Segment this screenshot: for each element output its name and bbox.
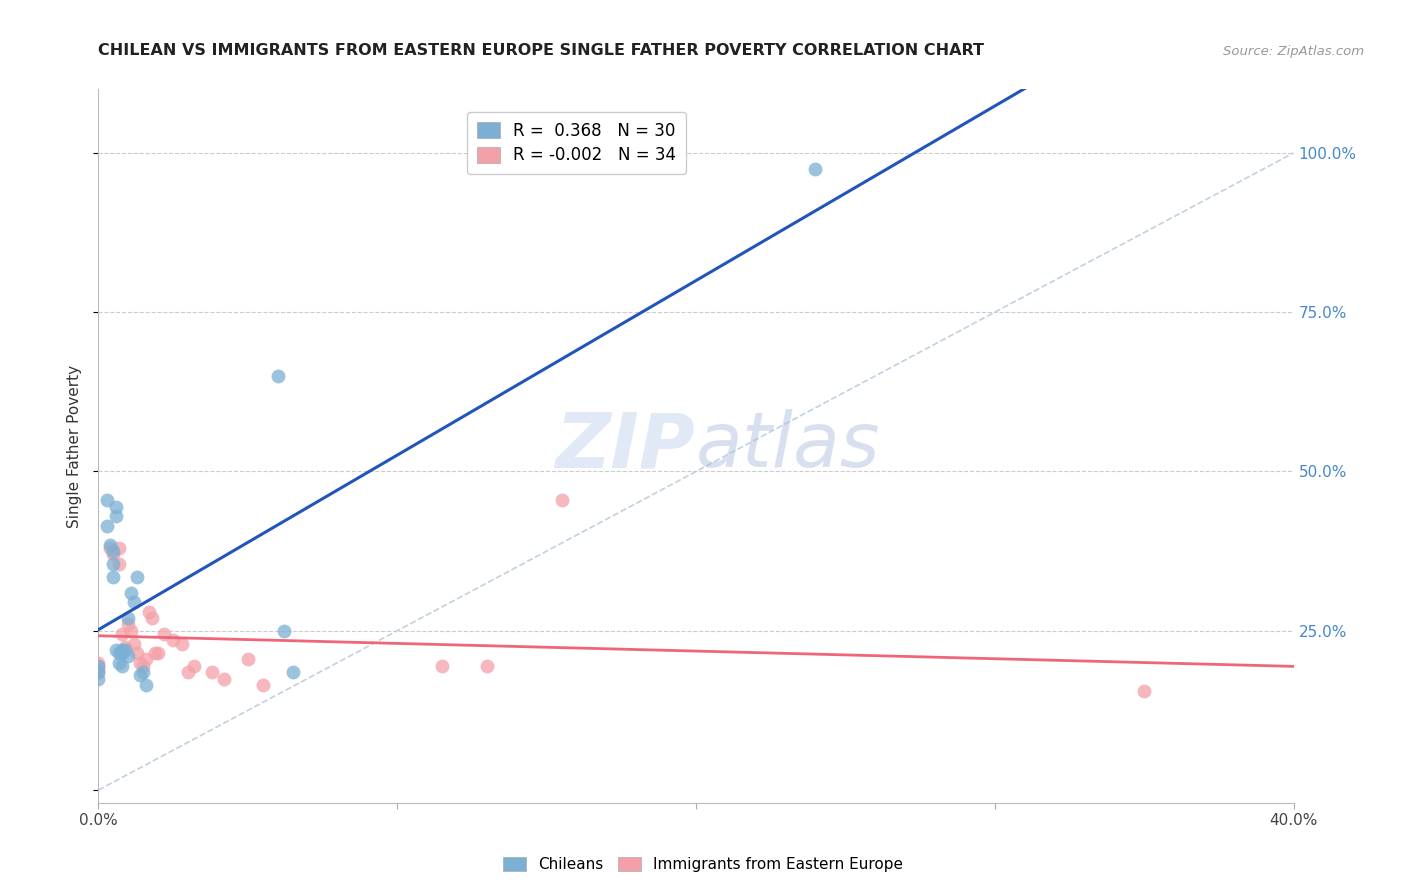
Point (127, 646, 149, 660)
Point (105, 509, 128, 524)
Point (105, 643, 128, 657)
Point (127, 569, 149, 583)
Point (111, 643, 134, 657)
Point (252, 678, 274, 692)
Point (201, 665, 224, 680)
Point (475, 658, 498, 673)
Legend: Chileans, Immigrants from Eastern Europe: Chileans, Immigrants from Eastern Europe (495, 849, 911, 880)
Point (124, 595, 146, 609)
Point (96, 518, 118, 533)
Point (87, 665, 110, 680)
Text: ZIP: ZIP (557, 409, 696, 483)
Point (143, 646, 166, 660)
Point (103, 569, 125, 583)
Point (103, 557, 125, 571)
Point (100, 538, 122, 552)
Text: Source: ZipAtlas.com: Source: ZipAtlas.com (1223, 45, 1364, 58)
Point (236, 652, 259, 666)
Point (87, 656, 110, 670)
Point (105, 500, 128, 514)
Point (103, 544, 125, 558)
Point (183, 658, 205, 673)
Point (129, 656, 152, 670)
Point (281, 665, 304, 680)
Point (117, 617, 139, 632)
Point (430, 658, 453, 673)
Point (87, 658, 110, 673)
Point (550, 493, 572, 508)
Point (120, 585, 142, 599)
Point (111, 627, 134, 641)
Point (148, 646, 170, 660)
Point (267, 368, 290, 383)
Legend: R =  0.368   N = 30, R = -0.002   N = 34: R = 0.368 N = 30, R = -0.002 N = 34 (467, 112, 686, 175)
Point (135, 678, 157, 692)
Point (114, 643, 136, 657)
Point (212, 672, 235, 686)
Point (132, 658, 155, 673)
Point (108, 541, 131, 555)
Point (111, 646, 134, 660)
Point (124, 636, 146, 650)
Point (162, 633, 184, 648)
Point (273, 624, 295, 638)
Point (135, 652, 157, 666)
Point (172, 636, 194, 650)
Point (100, 541, 122, 555)
Point (153, 627, 176, 641)
Point (114, 640, 136, 654)
Point (177, 665, 200, 680)
Point (117, 649, 139, 664)
Point (108, 656, 131, 670)
Point (120, 624, 142, 638)
Point (87, 665, 110, 680)
Point (132, 665, 155, 680)
Text: CHILEAN VS IMMIGRANTS FROM EASTERN EUROPE SINGLE FATHER POVERTY CORRELATION CHAR: CHILEAN VS IMMIGRANTS FROM EASTERN EUROP… (98, 43, 984, 58)
Point (87, 658, 110, 673)
Text: atlas: atlas (696, 409, 880, 483)
Point (804, 161, 827, 176)
Point (1133, 684, 1156, 698)
Y-axis label: Single Father Poverty: Single Father Poverty (67, 365, 83, 527)
Point (103, 547, 125, 561)
Point (141, 611, 163, 625)
Point (108, 646, 131, 660)
Point (96, 493, 118, 508)
Point (111, 658, 134, 673)
Point (87, 672, 110, 686)
Point (129, 668, 152, 682)
Point (117, 611, 139, 625)
Point (108, 557, 131, 571)
Point (138, 605, 160, 619)
Point (87, 662, 110, 676)
